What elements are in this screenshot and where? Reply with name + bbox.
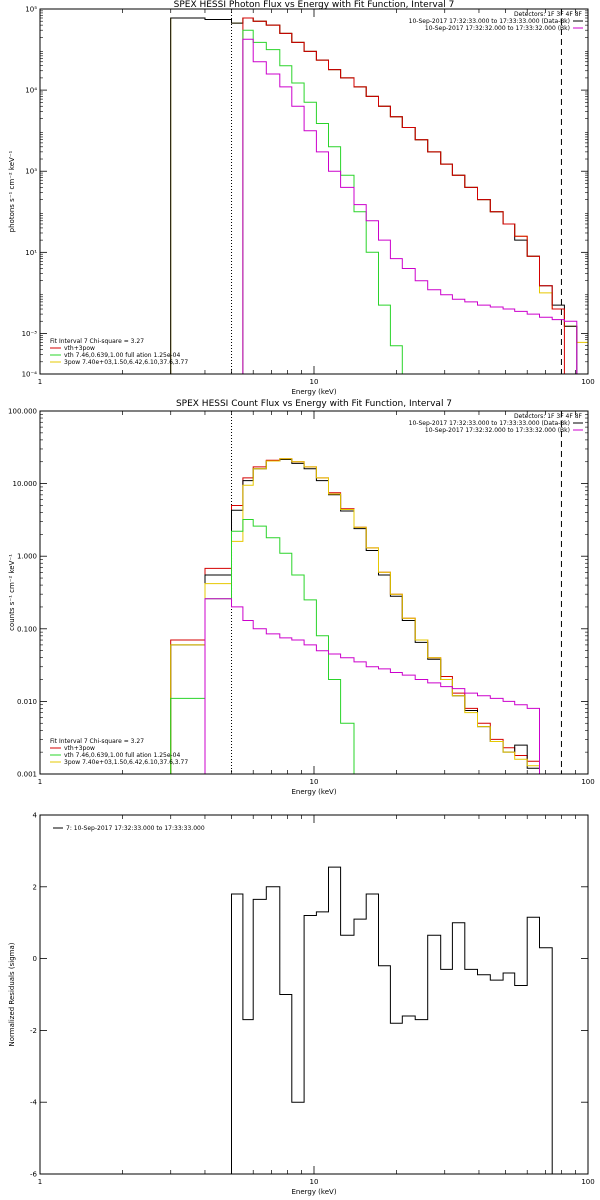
legend-entry: 10-Sep-2017 17:32:32.000 to 17:33:32.000…: [425, 427, 570, 434]
series-line-3: [170, 458, 553, 774]
legend-title: Detectors: 1F 3F 4F 8F: [514, 413, 583, 420]
series-group: [231, 866, 565, 1174]
x-tick-label: 1: [38, 778, 42, 786]
series-line-1: [170, 17, 588, 374]
plot-frame: [39, 8, 589, 375]
chart-panel-1: SPEX HESSI Photon Flux vs Energy with Fi…: [8, 0, 595, 396]
fit-info: Fit Interval 7 Chi-square = 3.27: [50, 338, 144, 345]
y-tick-label: -6: [30, 1171, 38, 1179]
chart-title: SPEX HESSI Count Flux vs Energy with Fit…: [176, 399, 452, 409]
series-line-5: [242, 38, 588, 374]
series-group: [170, 17, 588, 374]
y-tick-label: 1.000: [17, 553, 37, 561]
legend-entry: vth 7.46,0.639,1.00 full ation 1.25e-04: [64, 752, 180, 759]
series-line-2: [170, 17, 588, 374]
legend-title: Detectors: 1F 3F 4F 8F: [514, 11, 583, 18]
y-tick-label: 10⁻³: [22, 330, 38, 338]
y-tick-label: 10⁵: [25, 6, 37, 14]
y-tick-label: 0: [33, 955, 37, 963]
y-tick-label: 10³: [25, 168, 37, 176]
y-tick-label: -2: [30, 1027, 37, 1035]
y-tick-label: 10¹: [25, 249, 37, 257]
y-tick-label: 0.001: [17, 771, 37, 779]
legend-entry: vth+3pow: [64, 745, 95, 752]
legend-entry: 10-Sep-2017 17:32:33.000 to 17:33:33.000…: [409, 18, 570, 25]
chart-panel-2: SPEX HESSI Count Flux vs Energy with Fit…: [8, 399, 595, 796]
series-group: [170, 458, 553, 774]
x-tick-label: 1: [38, 1178, 42, 1186]
legend-entry: 10-Sep-2017 17:32:33.000 to 17:33:33.000…: [409, 420, 570, 427]
y-tick-label: 0.100: [17, 625, 37, 633]
plot-frame: [39, 410, 589, 775]
chart-title: SPEX HESSI Photon Flux vs Energy with Fi…: [174, 0, 455, 10]
x-tick-label: 100: [581, 1178, 594, 1186]
x-tick-label: 10: [310, 778, 319, 786]
y-axis-label: Normalized Residuals (sigma): [8, 942, 16, 1046]
x-tick-label: 100: [581, 378, 594, 386]
x-tick-label: 10: [310, 1178, 319, 1186]
y-tick-label: 10⁴: [25, 87, 37, 95]
series-line-3: [242, 17, 565, 374]
series-line-1: [231, 866, 565, 1174]
x-axis-label: Energy (keV): [291, 788, 336, 796]
x-tick-label: 10: [310, 378, 319, 386]
y-axis-label: photons s⁻¹ cm⁻² keV⁻¹: [8, 150, 16, 232]
x-tick-label: 100: [581, 778, 594, 786]
y-tick-label: 100.000: [8, 408, 37, 416]
series-line-4: [242, 29, 428, 374]
legend-entry: vth+3pow: [64, 345, 95, 352]
x-axis-label: Energy (keV): [291, 388, 336, 396]
series-line-4: [170, 519, 379, 774]
legend-entry: 10-Sep-2017 17:32:32.000 to 17:33:32.000…: [425, 25, 570, 32]
legend-entry: 3pow 7.40e+03,1.50,6.42,6.10,37.6,3.77: [64, 759, 188, 766]
y-tick-label: 10.000: [13, 480, 38, 488]
legend-entry: 7: 10-Sep-2017 17:32:33.000 to 17:33:33.…: [66, 825, 205, 832]
plot-frame: [39, 814, 589, 1175]
series-line-1: [170, 458, 553, 774]
y-tick-label: 4: [33, 812, 38, 820]
x-axis-label: Energy (keV): [291, 1188, 336, 1196]
y-axis-label: counts s⁻¹ cm⁻² keV⁻¹: [8, 554, 16, 631]
x-tick-label: 1: [38, 378, 42, 386]
y-tick-label: 0.010: [17, 698, 37, 706]
series-line-2: [170, 459, 553, 774]
chart-panel-3: 1 10 100 -6 -4 -2 0 2 4 Energy (keV) Normalized Re…: [8, 812, 595, 1197]
series-line-5: [204, 598, 553, 774]
y-tick-label: -4: [30, 1099, 38, 1107]
legend-entry: 3pow 7.40e+03,1.50,6.42,6.10,37.6,3.77: [64, 359, 188, 366]
y-tick-label: 10⁻⁴: [22, 371, 38, 379]
legend-entry: vth 7.46,0.639,1.00 full ation 1.25e-04: [64, 352, 180, 359]
fit-info: Fit Interval 7 Chi-square = 3.27: [50, 738, 144, 745]
y-tick-label: 2: [33, 883, 37, 891]
